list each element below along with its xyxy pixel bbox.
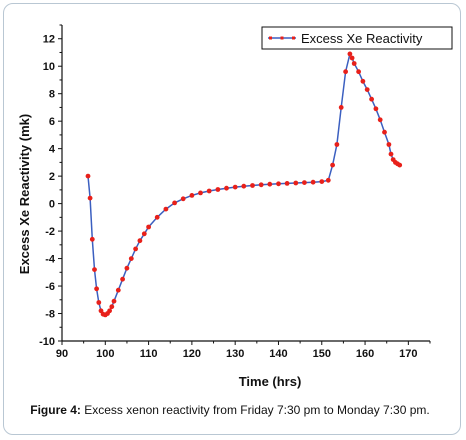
- legend-label: Excess Xe Reactivity: [301, 31, 423, 46]
- data-point: [356, 69, 361, 75]
- data-point: [349, 55, 355, 61]
- y-tick-label: 0: [49, 199, 55, 211]
- data-point: [172, 200, 178, 206]
- x-tick-label: 130: [226, 348, 244, 360]
- data-point: [364, 87, 370, 92]
- data-point: [343, 69, 348, 75]
- data-point: [94, 286, 99, 292]
- data-point: [120, 276, 125, 282]
- data-point: [224, 185, 229, 191]
- data-point: [330, 162, 335, 168]
- legend: Excess Xe Reactivity: [261, 26, 453, 50]
- y-tick-label: 10: [43, 61, 55, 73]
- data-point: [163, 206, 169, 212]
- data-point: [85, 173, 91, 179]
- legend-marker-swatch: [292, 36, 295, 40]
- data-point: [96, 300, 102, 305]
- legend-marker-swatch: [280, 36, 284, 40]
- y-axis-label: Excess Xe Reactivity (mk): [17, 114, 32, 274]
- data-point: [215, 187, 221, 192]
- data-point: [180, 196, 186, 202]
- data-point: [107, 308, 112, 314]
- data-point: [241, 183, 247, 189]
- data-point: [124, 265, 130, 271]
- x-tick-label: 110: [140, 348, 158, 360]
- x-tick-label: 150: [313, 348, 331, 360]
- data-point: [293, 180, 299, 186]
- y-tick-label: 12: [43, 34, 55, 46]
- data-point: [137, 238, 143, 244]
- data-point: [267, 181, 273, 187]
- data-point: [232, 184, 238, 190]
- y-tick-label: -4: [45, 254, 56, 266]
- data-point: [154, 214, 160, 220]
- data-point: [377, 117, 383, 123]
- legend-marker-swatch: [269, 36, 272, 40]
- data-point: [397, 162, 403, 168]
- x-tick-label: 170: [399, 348, 417, 360]
- legend-box: [261, 26, 453, 50]
- data-point: [111, 298, 117, 304]
- y-tick-label: -6: [45, 281, 55, 293]
- data-point: [338, 105, 344, 110]
- y-tick-label: -2: [45, 226, 55, 238]
- data-point: [347, 51, 353, 57]
- data-point: [89, 236, 95, 242]
- x-tick-label: 90: [56, 348, 68, 360]
- data-point: [92, 267, 97, 272]
- data-point: [250, 183, 255, 188]
- data-point: [276, 181, 281, 187]
- x-axis-label: Time (hrs): [239, 374, 302, 389]
- caption-text: Excess xenon reactivity from Friday 7:30…: [80, 403, 430, 417]
- data-point: [115, 287, 121, 293]
- data-point: [198, 190, 203, 196]
- data-point: [128, 256, 134, 261]
- data-point: [109, 304, 115, 310]
- caption-label: Figure 4:: [30, 403, 81, 417]
- data-point: [373, 106, 379, 112]
- x-tick-label: 160: [356, 348, 374, 360]
- y-tick-label: 2: [49, 171, 55, 183]
- x-tick-label: 120: [183, 348, 201, 360]
- data-point: [360, 78, 366, 84]
- data-point: [206, 188, 212, 194]
- data-point: [386, 142, 392, 147]
- data-point: [334, 142, 340, 147]
- y-tick-label: 4: [49, 144, 56, 156]
- data-point: [141, 231, 147, 237]
- y-tick-label: 6: [49, 116, 55, 128]
- data-point: [310, 179, 316, 185]
- axes: 90 100 110 120 130 140 150 160 170 -10 -8 -6 -4 -2 0 2 4…: [39, 24, 431, 360]
- x-tick-label: 100: [96, 348, 114, 360]
- data-point: [189, 193, 195, 198]
- data-point: [319, 179, 325, 185]
- data-point: [351, 61, 357, 66]
- data-point: [146, 224, 152, 230]
- y-tick-label: -10: [39, 336, 55, 348]
- data-point: [284, 181, 290, 186]
- figure-frame: [3, 3, 461, 435]
- data-point: [325, 177, 331, 183]
- x-tick-label: 140: [269, 348, 287, 360]
- series-layer: [85, 51, 403, 318]
- data-point: [369, 96, 374, 102]
- data-point: [87, 195, 93, 201]
- data-point: [302, 180, 307, 186]
- data-point: [258, 182, 264, 188]
- y-tick-label: 8: [49, 89, 55, 101]
- data-point: [133, 246, 139, 252]
- data-point: [388, 151, 394, 157]
- figure-caption: Figure 4: Excess xenon reactivity from F…: [10, 403, 450, 417]
- data-point: [382, 129, 387, 135]
- y-tick-label: -8: [45, 309, 55, 321]
